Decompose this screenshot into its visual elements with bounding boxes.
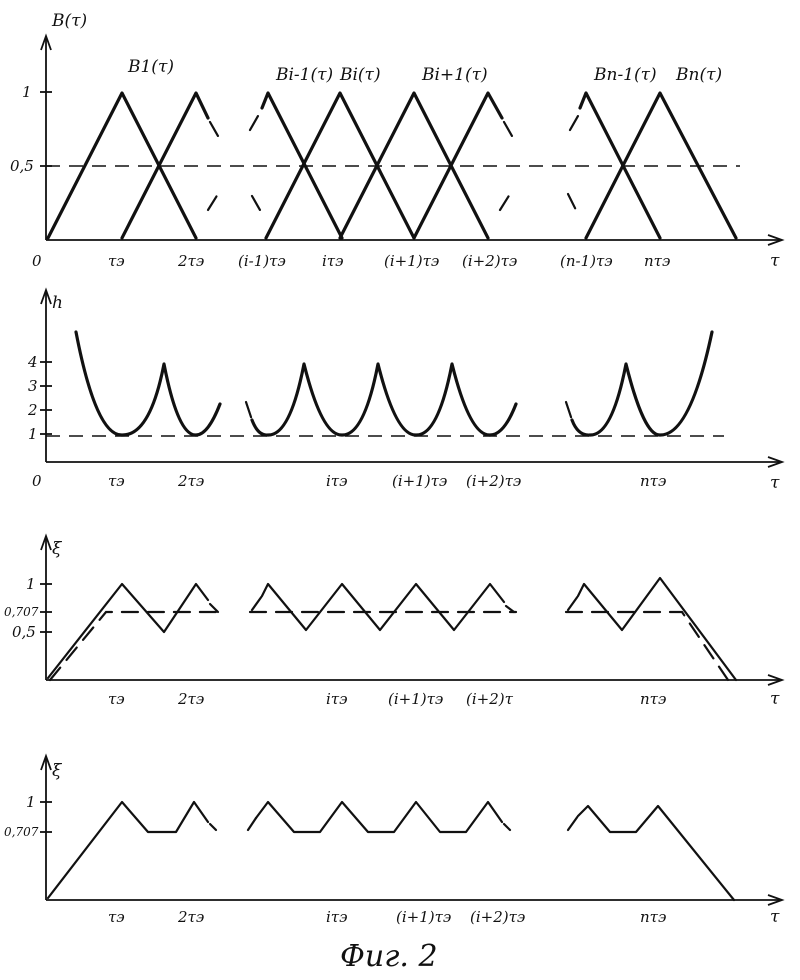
p4-xtick-n: nτэ xyxy=(640,908,666,926)
p4-xtick-i: iτэ xyxy=(326,908,348,926)
p2-dash-right xyxy=(566,402,572,420)
p3-ytick-label-1: 1 xyxy=(26,575,36,593)
p1-curve-label-bi-1: Bi-1(τ) xyxy=(275,65,333,85)
p1-curve-label-bn: Bn(τ) xyxy=(675,65,722,85)
p1-dash-bot-4 xyxy=(568,194,576,210)
p3-dash-gap-1 xyxy=(210,604,218,612)
p3-dash-gap-4 xyxy=(568,596,578,610)
panel-basis-functions: B(τ) τ 1 0,5 0 τэ 2τэ (i-1)τэ iτэ (i+1)τ… xyxy=(10,11,782,271)
p1-dash-top-3 xyxy=(504,122,512,136)
p3-curve-left xyxy=(48,584,208,678)
p3-dashed-right xyxy=(566,612,728,680)
p1-xtick-2te: 2τэ xyxy=(177,252,204,270)
p3-xtick-te: τэ xyxy=(108,690,125,708)
p4-x-label: τ xyxy=(770,907,780,927)
p4-dash-gap-4 xyxy=(568,816,578,830)
p4-xtick-i+2: (i+2)τэ xyxy=(470,908,525,926)
p1-xtick-i+1: (i+1)τэ xyxy=(384,252,439,270)
p2-ytick-label-2: 2 xyxy=(27,401,38,419)
p1-dash-top-4 xyxy=(570,116,578,130)
p1-xtick-n: nτэ xyxy=(644,252,670,270)
p1-curve-label-bn-1: Bn-1(τ) xyxy=(593,65,657,85)
p2-curve-middle xyxy=(252,364,516,435)
p1-x-label: τ xyxy=(770,251,780,271)
p4-xtick-i+1: (i+1)τэ xyxy=(396,908,451,926)
p2-ytick-label-4: 4 xyxy=(27,353,38,371)
p2-ytick-label-3: 3 xyxy=(28,377,38,395)
p3-y-label: ξ xyxy=(52,539,63,559)
p3-xtick-i+2: (i+2)τ xyxy=(466,690,514,708)
p3-ytick-label-0707: 0,707 xyxy=(4,605,39,619)
p2-xtick-te: τэ xyxy=(108,472,125,490)
p3-xtick-i+1: (i+1)τэ xyxy=(388,690,443,708)
p3-curve-middle xyxy=(262,584,504,630)
p3-xtick-i: iτэ xyxy=(326,690,348,708)
p3-xtick-2te: 2τэ xyxy=(177,690,204,708)
p1-curve-label-bi+1: Bi+1(τ) xyxy=(421,65,488,85)
p2-xtick-i+1: (i+1)τэ xyxy=(392,472,447,490)
p4-xtick-te: τэ xyxy=(108,908,125,926)
p3-ytick-label-05: 0,5 xyxy=(12,623,36,641)
p2-ytick-label-1: 1 xyxy=(28,425,38,443)
p1-curve-label-bi: Bi(τ) xyxy=(339,65,381,85)
p2-xtick-i+2: (i+2)τэ xyxy=(466,472,521,490)
p4-curve-middle xyxy=(256,802,502,832)
p1-dash-bot-2 xyxy=(252,196,260,210)
p1-xtick-te: τэ xyxy=(108,252,125,270)
p2-xtick-0: 0 xyxy=(32,472,42,490)
p4-y-label: ξ xyxy=(52,761,63,781)
panel-xi-1: ξ τ 1 0,707 0,5 τэ 2τэ iτэ (i+1)τэ (i+2)… xyxy=(4,536,782,709)
p3-dash-gap-2 xyxy=(252,596,262,610)
p2-xtick-2te: 2τэ xyxy=(177,472,204,490)
p4-dash-gap-2 xyxy=(248,818,256,830)
p4-dash-gap-3 xyxy=(504,824,510,830)
p4-curve-right xyxy=(578,806,734,900)
p4-ytick-label-1: 1 xyxy=(26,793,36,811)
p2-y-label: h xyxy=(52,293,63,313)
p1-y-label: B(τ) xyxy=(51,11,87,31)
figure-caption: Фиг. 2 xyxy=(340,939,438,974)
panel-xi-2: ξ τ 1 0,707 τэ 2τэ iτэ (i+1)τэ (i+2)τэ n… xyxy=(4,756,782,927)
p2-xtick-i: iτэ xyxy=(326,472,348,490)
p3-dashed-left xyxy=(50,612,216,680)
p1-xtick-n-1: (n-1)τэ xyxy=(560,252,613,270)
p4-dash-gap-1 xyxy=(210,824,216,830)
panel-h: h τ 4 3 2 1 0 τэ 2τэ iτэ (i+1)τэ (i+2)τэ… xyxy=(27,290,782,493)
p4-curve-left xyxy=(48,802,208,898)
p1-ytick-label-1: 1 xyxy=(22,83,32,101)
p4-xtick-2te: 2τэ xyxy=(177,908,204,926)
p1-xtick-i: iτэ xyxy=(322,252,344,270)
p1-xtick-0: 0 xyxy=(32,252,42,270)
p4-ytick-label-0707: 0,707 xyxy=(4,825,39,839)
p3-xtick-n: nτэ xyxy=(640,690,666,708)
p2-curve-right xyxy=(572,332,712,435)
p2-x-label: τ xyxy=(770,473,780,493)
p3-x-label: τ xyxy=(770,689,780,709)
p1-dash-top-1 xyxy=(210,122,218,136)
p2-dash-left xyxy=(246,402,252,420)
p1-xtick-i-1: (i-1)τэ xyxy=(238,252,286,270)
p1-ytick-label-05: 0,5 xyxy=(10,157,34,175)
p1-dash-top-2 xyxy=(250,116,258,130)
p2-curve-left xyxy=(76,332,220,435)
p2-xtick-n: nτэ xyxy=(640,472,666,490)
p1-xtick-i+2: (i+2)τэ xyxy=(462,252,517,270)
p1-curve-label-b1: B1(τ) xyxy=(127,57,174,77)
p1-dash-bot-3 xyxy=(500,194,510,210)
p1-dash-bot-1 xyxy=(208,194,218,210)
p3-curve-right xyxy=(578,578,736,680)
